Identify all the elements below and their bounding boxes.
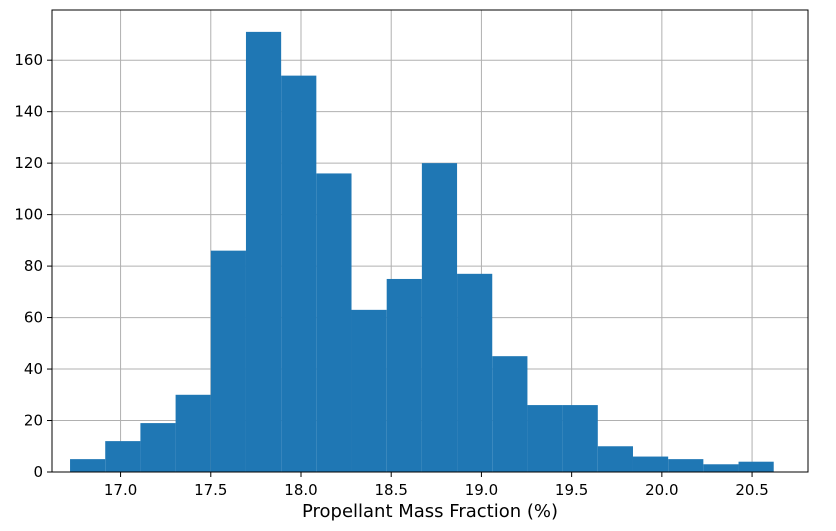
ticks-layer: 17.0 17.5 18.0 18.5 19.0 19.5 20.0 20.5 0 20 40 60 8…	[14, 51, 768, 499]
x-tick-label-3: 18.5	[375, 481, 408, 499]
histogram-bar-5	[245, 31, 282, 472]
bars-layer	[70, 31, 774, 473]
x-tick-label-5: 19.5	[555, 481, 588, 499]
y-tick-label-5: 100	[14, 206, 43, 224]
y-tick-label-8: 160	[14, 51, 43, 69]
histogram-bar-7	[316, 173, 352, 473]
y-tick-label-2: 40	[24, 360, 43, 378]
y-tick-label-3: 60	[24, 309, 43, 327]
histogram-bar-13	[527, 405, 563, 472]
histogram-bar-9	[386, 278, 422, 472]
histogram-bar-18	[703, 464, 739, 472]
y-tick-label-7: 140	[14, 103, 43, 121]
histogram-bar-1	[105, 441, 141, 472]
histogram-bar-14	[562, 405, 598, 472]
histogram-bar-12	[492, 356, 528, 472]
histogram-bar-11	[457, 273, 493, 472]
histogram-bar-15	[597, 446, 633, 472]
y-tick-label-4: 80	[24, 257, 43, 275]
histogram-bar-4	[210, 250, 246, 472]
x-tick-label-1: 17.5	[194, 481, 227, 499]
histogram-bar-8	[351, 309, 387, 472]
histogram-bar-2	[140, 423, 176, 472]
y-tick-label-0: 0	[33, 463, 43, 481]
x-tick-label-2: 18.0	[284, 481, 317, 499]
histogram-bar-17	[668, 459, 704, 472]
histogram-bar-6	[281, 75, 317, 472]
plot-frame	[51, 9, 809, 473]
x-tick-label-0: 17.0	[104, 481, 137, 499]
y-tick-label-1: 20	[24, 412, 43, 430]
histogram-bar-3	[175, 394, 211, 472]
histogram-bar-0	[70, 459, 106, 472]
x-tick-label-4: 19.0	[465, 481, 498, 499]
x-tick-label-7: 20.5	[735, 481, 768, 499]
y-tick-label-6: 120	[14, 154, 43, 172]
x-axis-title: Propellant Mass Fraction (%)	[302, 501, 558, 522]
histogram-bar-16	[632, 456, 669, 472]
histogram-bar-19	[738, 461, 774, 472]
histogram-bar-10	[421, 163, 458, 472]
x-tick-label-6: 20.0	[645, 481, 678, 499]
